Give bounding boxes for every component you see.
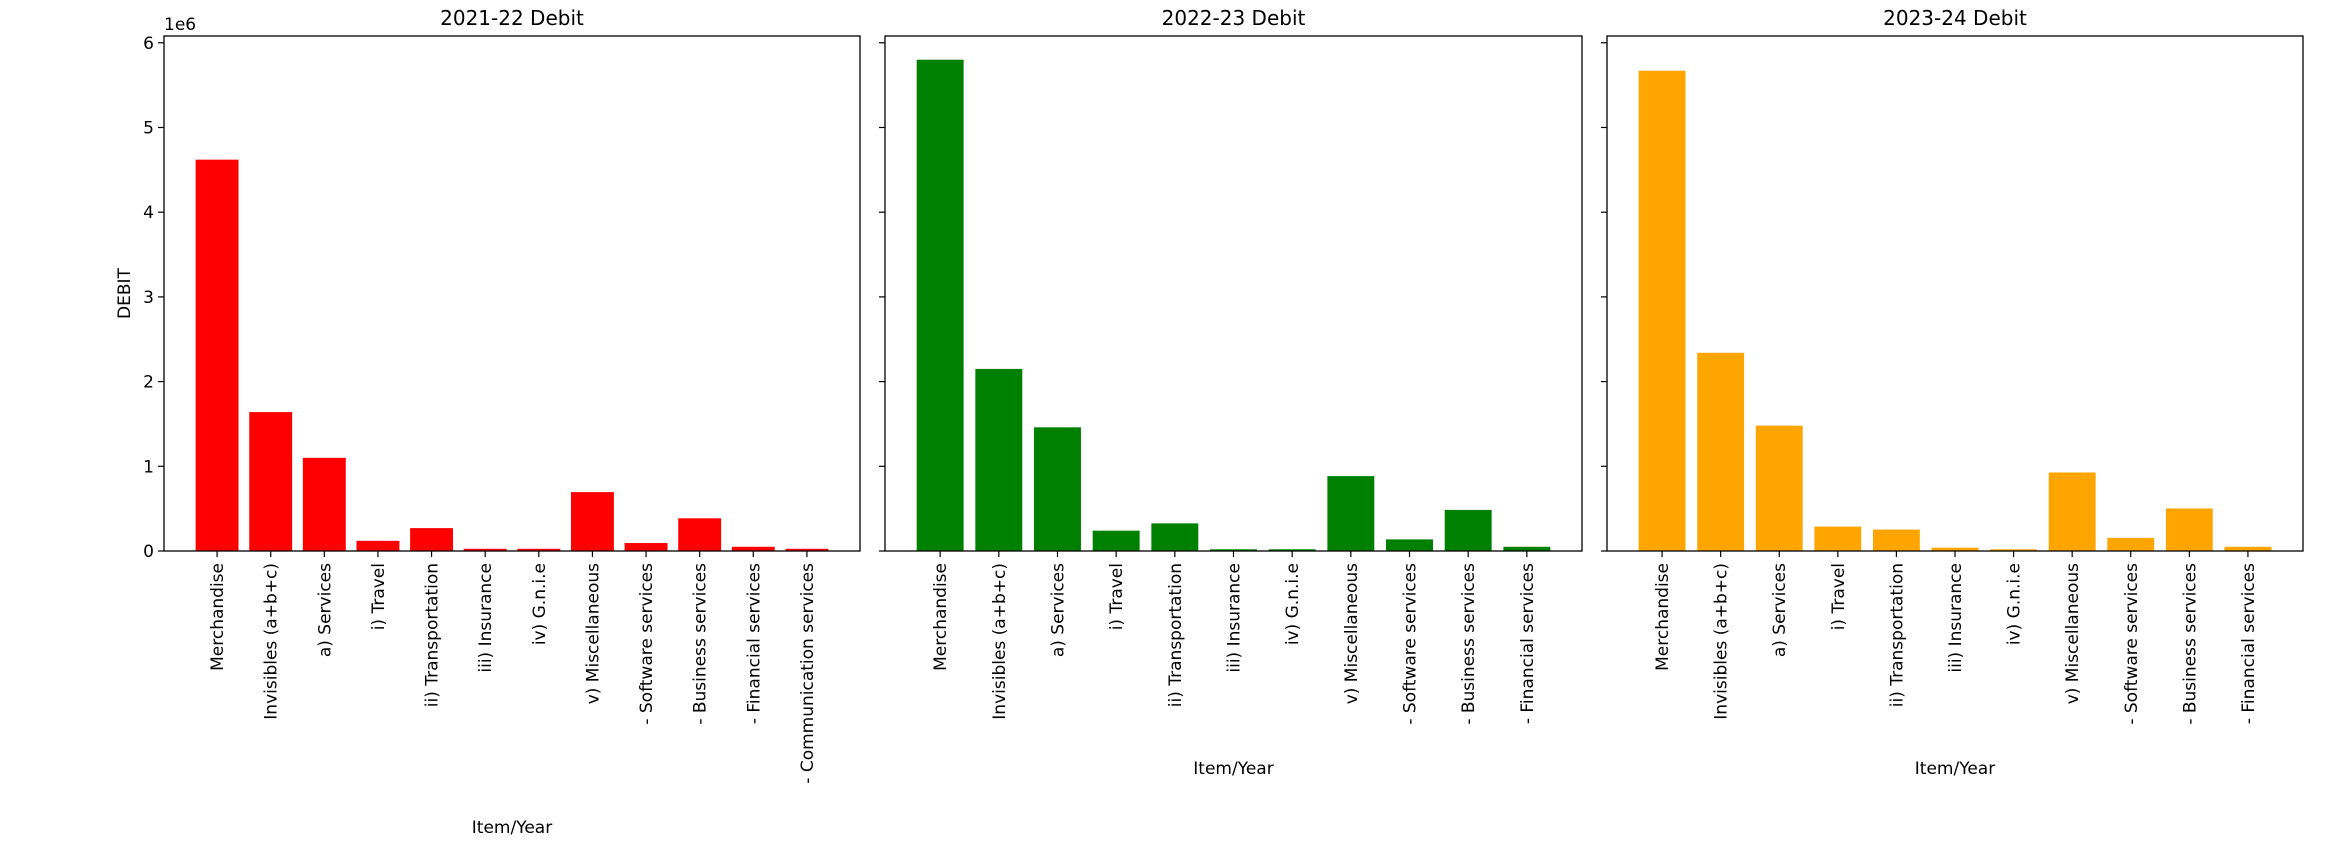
x-tick-label: - Financial services (744, 563, 764, 724)
x-tick-label: Merchandise (208, 563, 228, 671)
x-tick-label: ii) Transportation (1166, 563, 1186, 707)
bar (1931, 547, 1979, 551)
x-axis-label: Item/Year (472, 818, 552, 838)
subplot-title: 2022-23 Debit (1162, 6, 1306, 30)
x-tick-label: iii) Insurance (476, 563, 496, 673)
bar (1755, 425, 1803, 551)
bar (463, 548, 507, 551)
bar (195, 159, 239, 551)
bar (1814, 526, 1862, 551)
bar (1268, 549, 1316, 551)
bar (1034, 427, 1081, 551)
y-tick-label: 5 (143, 118, 154, 138)
bar (1444, 509, 1492, 551)
bar (1092, 530, 1140, 551)
subplot-title: 2021-22 Debit (440, 6, 584, 30)
y-tick-label: 3 (143, 288, 154, 308)
x-tick-label: - Communication services (798, 563, 818, 784)
y-tick-label: 4 (143, 203, 154, 223)
x-tick-label: iv) G.n.i.e (1283, 563, 1303, 645)
x-tick-label: Merchandise (931, 563, 951, 671)
x-tick-label: a) Services (315, 563, 335, 657)
bar (517, 548, 561, 551)
subplot-2: Merchandise Invisibles (a+b+c) a) Services… (879, 6, 1583, 779)
x-tick-label: - Business services (691, 563, 711, 725)
bar (1503, 546, 1551, 551)
x-tick-label: ii) Transportation (423, 563, 443, 707)
x-tick-label: a) Services (1048, 563, 1068, 657)
x-tick-label: - Business services (2180, 563, 2200, 725)
x-tick-label: i) Travel (1107, 563, 1127, 630)
y-tick-label: 2 (143, 373, 154, 393)
bar (1386, 539, 1433, 551)
bar (570, 492, 614, 551)
x-axis-label: Item/Year (1193, 759, 1273, 779)
bar (1990, 549, 2038, 551)
x-tick-label: Invisibles (a+b+c) (1712, 563, 1732, 720)
x-tick-label: v) Miscellaneous (583, 563, 603, 704)
x-tick-label: i) Travel (1829, 563, 1849, 630)
bar (302, 457, 346, 551)
bar (356, 540, 400, 551)
x-tick-label: a) Services (1770, 563, 1790, 657)
axes-frame (163, 35, 861, 552)
x-tick-label: iii) Insurance (1225, 563, 1245, 673)
y-tick-label: 6 (143, 34, 154, 54)
x-tick-label: - Software services (637, 563, 657, 725)
bar (624, 543, 668, 551)
x-tick-label: Invisibles (a+b+c) (990, 563, 1010, 720)
bar (916, 59, 964, 552)
y-tick-label: 0 (143, 542, 154, 562)
x-tick-label: - Software services (2122, 563, 2142, 725)
bar (2165, 508, 2213, 551)
x-axis-label: Item/Year (1915, 759, 1995, 779)
x-tick-label: - Financial services (2239, 563, 2259, 724)
bar (678, 518, 722, 551)
x-tick-label: Invisibles (a+b+c) (262, 563, 282, 720)
bar (731, 546, 775, 551)
bar (785, 548, 829, 551)
x-tick-label: Merchandise (1653, 563, 1673, 671)
bar (2107, 537, 2155, 551)
bar (249, 412, 293, 551)
bar (975, 368, 1023, 551)
bar (1151, 523, 1199, 551)
x-tick-label: - Software services (1401, 563, 1421, 725)
x-tick-label: iv) G.n.i.e (530, 563, 550, 645)
x-tick-label: ii) Transportation (1887, 563, 1907, 707)
bar (410, 528, 454, 551)
bar (1210, 549, 1257, 551)
subplot-3: Merchandise Invisibles (a+b+c) a) Services… (1601, 6, 2304, 779)
x-tick-label: iii) Insurance (1946, 563, 1966, 673)
y-tick-label: 1 (143, 457, 154, 477)
bar (1638, 70, 1686, 552)
x-tick-label: - Business services (1459, 563, 1479, 725)
x-tick-label: i) Travel (369, 563, 389, 630)
bar (2048, 472, 2096, 551)
y-offset-label: 1e6 (164, 15, 196, 35)
bar (1872, 529, 1920, 551)
subplot-title: 2023-24 Debit (1883, 6, 2027, 30)
y-axis-label: DEBIT (115, 267, 135, 319)
bar (2224, 546, 2272, 551)
bar (1697, 352, 1745, 551)
subplot-1: 0 1 2 3 4 5 6 1e6 DEBIT Merchandise Invisibles (a+… (115, 6, 861, 838)
x-tick-label: v) Miscellaneous (2063, 563, 2083, 704)
x-tick-label: - Financial services (1518, 563, 1538, 724)
x-tick-label: v) Miscellaneous (1342, 563, 1362, 704)
x-tick-label: iv) G.n.i.e (2005, 563, 2025, 645)
bar (1327, 476, 1375, 551)
